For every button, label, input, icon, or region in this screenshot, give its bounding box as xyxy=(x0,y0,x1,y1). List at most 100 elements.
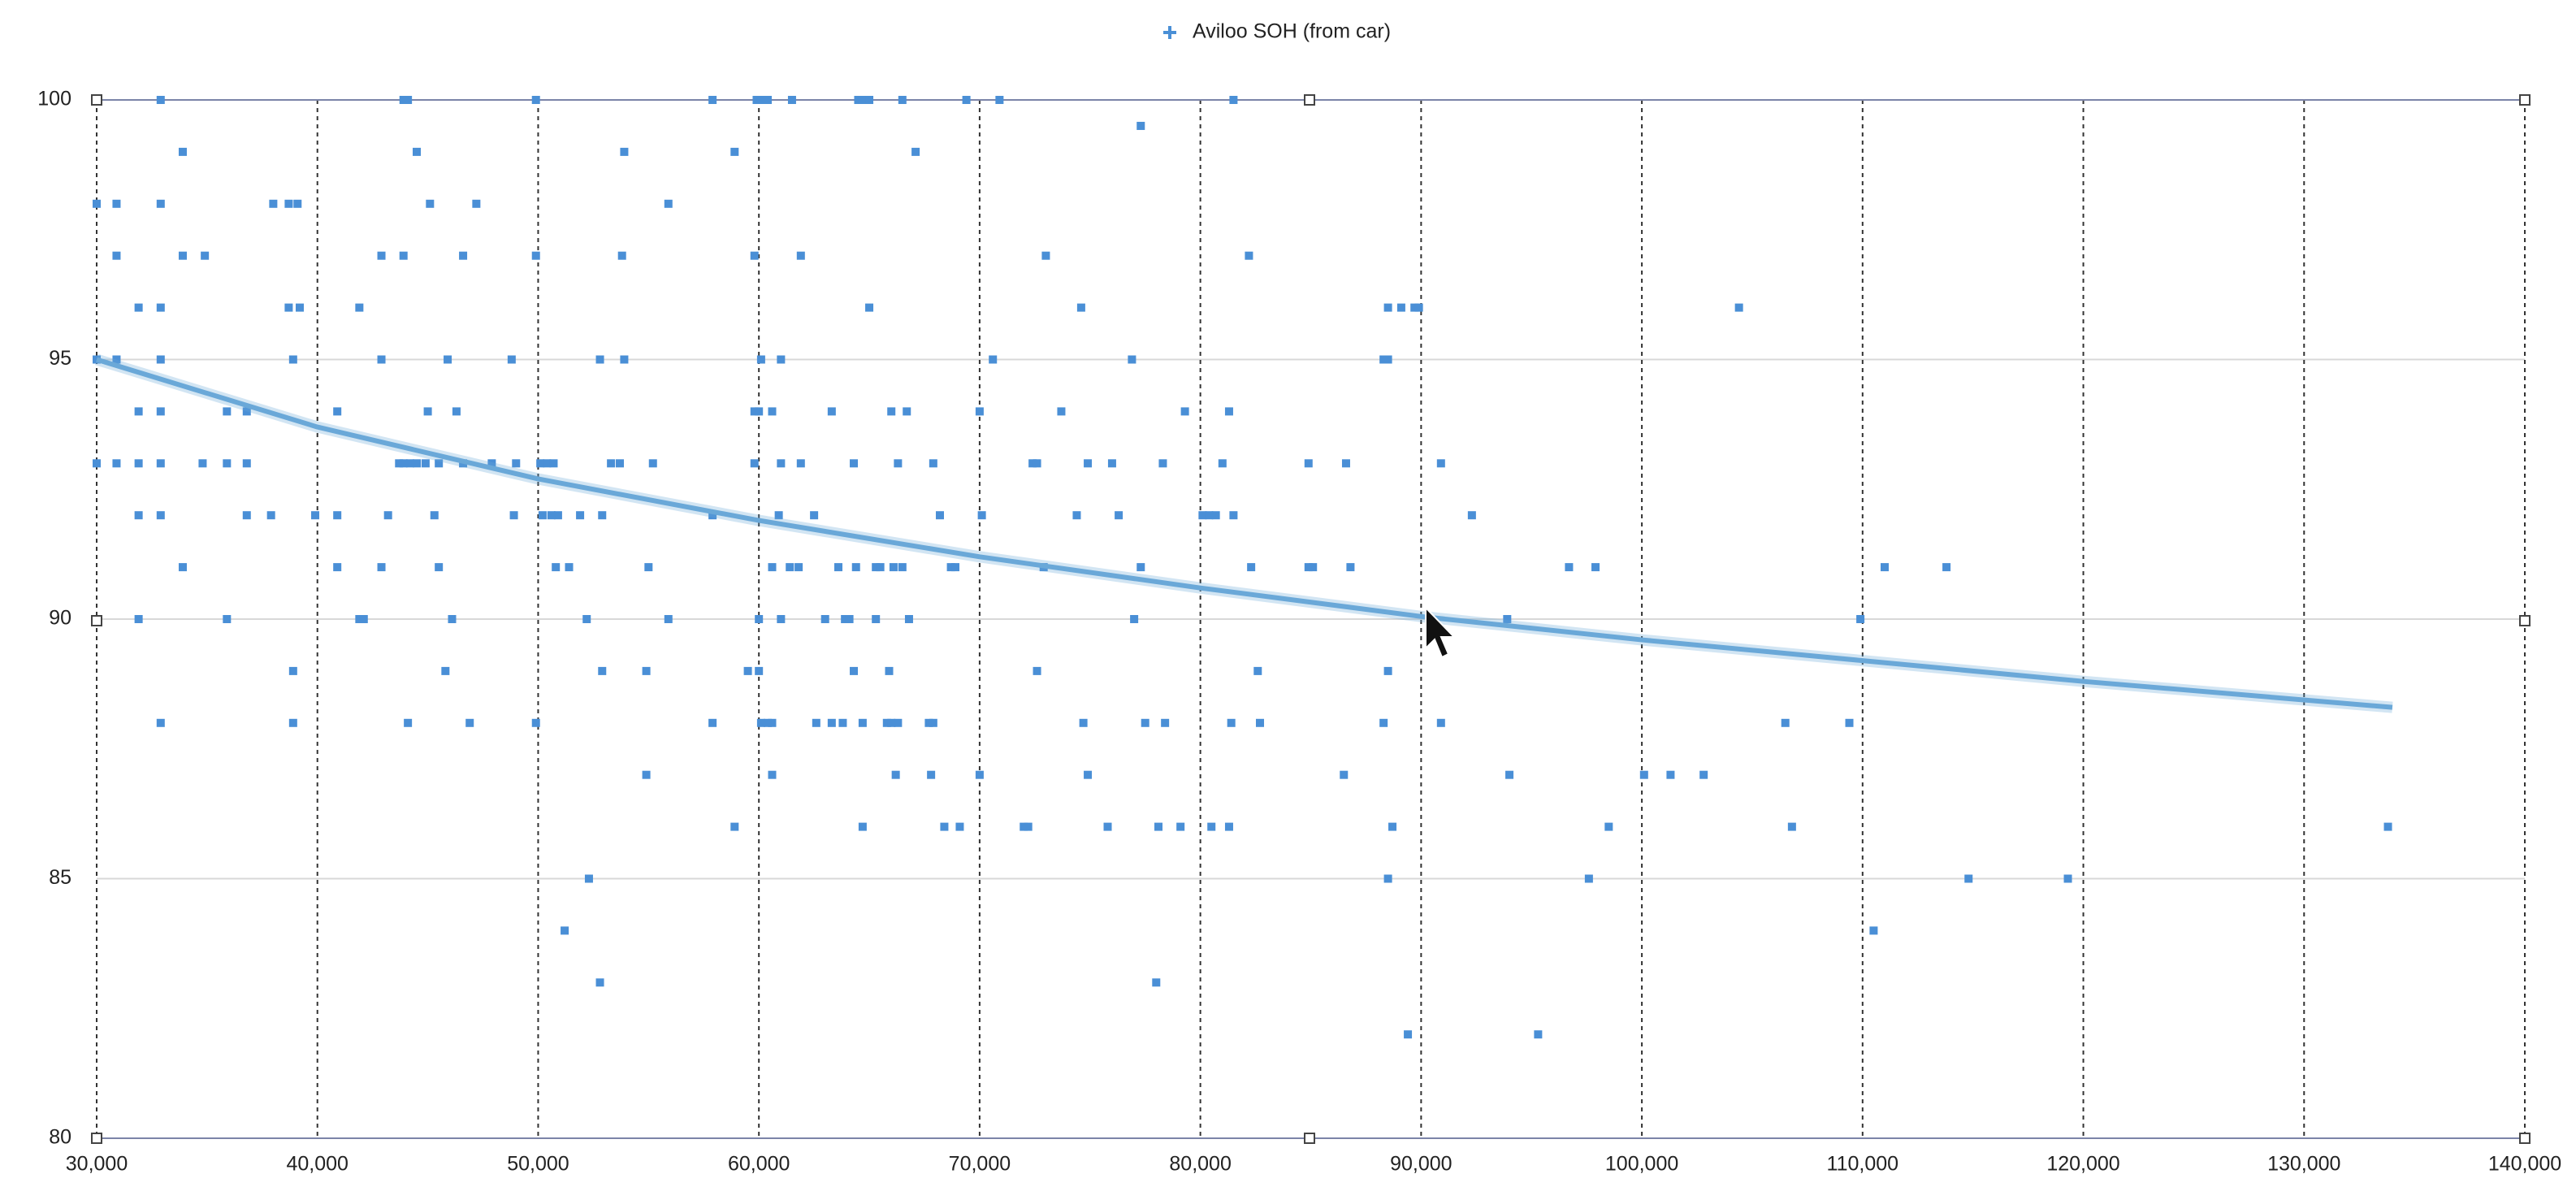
scatter-point xyxy=(642,770,651,779)
scatter-point xyxy=(903,407,911,416)
scatter-point xyxy=(755,407,764,416)
scatter-point xyxy=(1388,822,1397,831)
scatter-point xyxy=(377,355,386,364)
scatter-point xyxy=(644,563,653,572)
scatter-point xyxy=(768,407,777,416)
scatter-point xyxy=(595,978,604,987)
scatter-point xyxy=(935,511,944,520)
scatter-point xyxy=(845,615,854,623)
scatter-point xyxy=(1057,407,1066,416)
x-tick-label: 80,000 xyxy=(1169,1153,1231,1176)
scatter-point xyxy=(929,718,937,727)
scatter-point xyxy=(648,459,657,468)
handle xyxy=(1304,94,1315,106)
scatter-point xyxy=(405,459,414,468)
scatter-point xyxy=(531,251,540,260)
scatter-point xyxy=(156,199,165,208)
scatter-point xyxy=(764,718,773,727)
scatter-point xyxy=(134,459,143,468)
scatter-point xyxy=(951,563,960,572)
scatter-point xyxy=(413,147,422,156)
scatter-point xyxy=(112,199,121,208)
handle xyxy=(1304,1133,1315,1144)
x-tick-label: 110,000 xyxy=(1827,1153,1899,1176)
scatter-point xyxy=(1152,978,1161,987)
scatter-point xyxy=(1198,511,1207,520)
scatter-point xyxy=(777,615,786,623)
scatter-point xyxy=(223,615,232,623)
scatter-point xyxy=(156,718,165,727)
scatter-point xyxy=(834,563,843,572)
scatter-point xyxy=(1379,355,1388,364)
x-tick-label: 30,000 xyxy=(66,1153,128,1176)
scatter-point xyxy=(664,615,673,623)
scatter-point xyxy=(377,563,386,572)
scatter-point xyxy=(1218,459,1227,468)
scatter-point xyxy=(911,147,920,156)
scatter-point xyxy=(1207,822,1216,831)
scatter-point xyxy=(595,355,604,364)
scatter-point xyxy=(1436,718,1445,727)
scatter-point xyxy=(1467,511,1476,520)
scatter-point xyxy=(812,718,820,727)
scatter-point xyxy=(885,666,894,675)
x-tick-label: 50,000 xyxy=(507,1153,569,1176)
scatter-point xyxy=(1103,822,1112,831)
scatter-point xyxy=(531,96,540,104)
scatter-point xyxy=(827,718,836,727)
scatter-point xyxy=(1584,874,1593,883)
scatter-point xyxy=(850,459,859,468)
scatter-point xyxy=(333,407,342,416)
scatter-point xyxy=(242,407,251,416)
scatter-point xyxy=(512,459,521,468)
scatter-point xyxy=(507,355,516,364)
scatter-point xyxy=(156,407,165,416)
scatter-point xyxy=(423,407,432,416)
scatter-point xyxy=(198,459,207,468)
scatter-point xyxy=(850,666,859,675)
scatter-point xyxy=(1136,121,1145,130)
scatter-point xyxy=(399,96,408,104)
scatter-point xyxy=(178,563,187,572)
scatter-point xyxy=(894,718,903,727)
scatter-point xyxy=(617,251,626,260)
scatter-point xyxy=(1845,718,1854,727)
scatter-point xyxy=(531,718,540,727)
scatter-point xyxy=(565,563,574,572)
scatter-point xyxy=(962,96,971,104)
trend-line-halo xyxy=(94,353,2393,713)
scatter-point xyxy=(1154,822,1163,831)
scatter-point xyxy=(509,511,518,520)
scatter-point xyxy=(547,511,556,520)
scatter-point xyxy=(295,303,304,312)
x-tick-label: 70,000 xyxy=(949,1153,1011,1176)
scatter-point xyxy=(1224,407,1233,416)
scatter-point xyxy=(399,251,408,260)
scatter-point xyxy=(1028,459,1037,468)
scatter-point xyxy=(201,251,210,260)
y-tick-label: 80 xyxy=(49,1126,71,1149)
scatter-point xyxy=(827,407,836,416)
scatter-point xyxy=(1880,563,1889,572)
scatter-point xyxy=(768,770,777,779)
scatter-point xyxy=(156,459,165,468)
scatter-point xyxy=(538,511,547,520)
scatter-point xyxy=(421,459,430,468)
scatter-point xyxy=(955,822,964,831)
scatter-point xyxy=(838,718,847,727)
scatter-point xyxy=(1229,511,1238,520)
scatter-point xyxy=(598,666,607,675)
scatter-point xyxy=(93,459,101,468)
scatter-point xyxy=(620,355,629,364)
x-tick-label: 60,000 xyxy=(728,1153,790,1176)
trend-line xyxy=(96,357,2393,710)
scatter-point xyxy=(269,199,278,208)
scatter-point xyxy=(435,459,444,468)
scatter-point xyxy=(858,96,867,104)
scatter-point xyxy=(774,511,783,520)
scatter-point xyxy=(1396,303,1405,312)
scatter-point xyxy=(1020,822,1028,831)
scatter-point xyxy=(553,511,562,520)
